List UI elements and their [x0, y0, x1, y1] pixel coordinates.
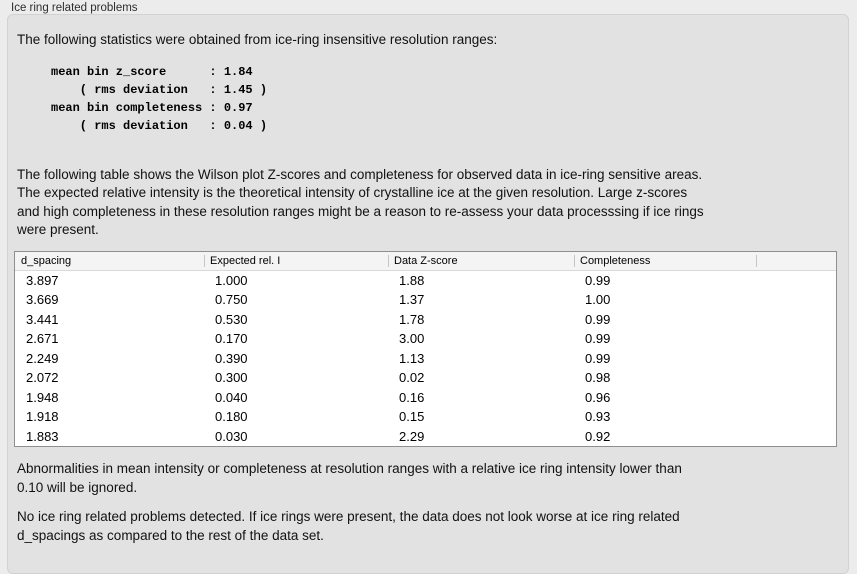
table-cell: 0.16 [399, 389, 425, 405]
table-cell: 0.93 [585, 409, 611, 425]
table-cell: 1.13 [399, 350, 425, 366]
table-intro-paragraph: The following table shows the Wilson plo… [17, 166, 704, 238]
note-paragraph: Abnormalities in mean intensity or compl… [17, 461, 682, 495]
ice-ring-panel: The following statistics were obtained f… [7, 14, 849, 574]
intro-paragraph: The following statistics were obtained f… [17, 32, 498, 47]
table-cell: 0.99 [585, 311, 611, 327]
table-cell [756, 407, 836, 427]
stats-block: mean bin z_score : 1.84 ( rms deviation … [51, 64, 268, 133]
table-cell: 1.37 [399, 292, 425, 308]
table-header-row: d_spacing Expected rel. I Data Z-score Comp… [15, 251, 836, 271]
table-cell [756, 310, 836, 330]
table-cell: 2.249 [26, 350, 59, 366]
table-cell: 1.918 [26, 409, 59, 425]
table-cell: 1.00 [585, 292, 611, 308]
table-cell: 1.78 [399, 311, 425, 327]
table-cell: 0.750 [215, 292, 248, 308]
column-header-filler [756, 251, 836, 271]
table-cell [756, 329, 836, 349]
table-header: d_spacing Expected rel. I Data Z-score Comp… [15, 251, 836, 271]
table-row[interactable]: 3.669 0.750 1.37 1.00 [15, 290, 836, 310]
table-cell [756, 290, 836, 310]
table-body: 3.897 1.000 1.88 0.99 3.669 0.750 1.37 1.00 3.44… [15, 271, 836, 447]
column-header[interactable]: Data Z-score [388, 251, 574, 271]
table-cell: 0.92 [585, 428, 611, 444]
table-row[interactable]: 1.948 0.040 0.16 0.96 [15, 388, 836, 408]
table-cell [756, 368, 836, 388]
table-cell [756, 388, 836, 408]
group-box-title: Ice ring related problems [11, 2, 138, 14]
table-row[interactable]: 3.897 1.000 1.88 0.99 [15, 271, 836, 291]
table-cell: 0.15 [399, 409, 425, 425]
column-header[interactable]: Completeness [574, 251, 756, 271]
table-cell: 2.671 [26, 331, 59, 347]
table-cell [756, 271, 836, 291]
table-cell: 0.170 [215, 331, 248, 347]
ice-ring-table: d_spacing Expected rel. I Data Z-score Comp… [14, 250, 837, 447]
table-cell: 2.072 [26, 370, 59, 386]
table-cell: 0.98 [585, 370, 611, 386]
table-cell: 0.530 [215, 311, 248, 327]
table-cell [756, 349, 836, 369]
table-row[interactable]: 2.072 0.300 0.02 0.98 [15, 368, 836, 388]
column-header[interactable]: d_spacing [15, 251, 204, 271]
table-cell: 0.300 [215, 370, 248, 386]
table-cell: 0.99 [585, 272, 611, 288]
table-cell: 0.390 [215, 350, 248, 366]
table-row[interactable]: 2.249 0.390 1.13 0.99 [15, 349, 836, 369]
table-cell: 2.29 [399, 428, 425, 444]
table-cell: 0.99 [585, 331, 611, 347]
table-row[interactable]: 1.918 0.180 0.15 0.93 [15, 407, 836, 427]
table-cell: 0.040 [215, 389, 248, 405]
table-cell: 0.180 [215, 409, 248, 425]
table-cell: 3.00 [399, 331, 425, 347]
table-cell: 3.441 [26, 311, 59, 327]
table-cell: 1.883 [26, 428, 59, 444]
table-cell: 0.030 [215, 428, 248, 444]
conclusion-paragraph: No ice ring related problems detected. I… [17, 509, 680, 543]
table-row[interactable]: 2.671 0.170 3.00 0.99 [15, 329, 836, 349]
table-cell: 0.99 [585, 350, 611, 366]
table-cell: 3.669 [26, 292, 59, 308]
table-cell: 0.02 [399, 370, 425, 386]
table-cell: 3.897 [26, 272, 59, 288]
table-cell [756, 427, 836, 447]
table-cell: 1.88 [399, 272, 425, 288]
table-cell: 1.948 [26, 389, 59, 405]
table-cell: 1.000 [215, 272, 248, 288]
table-row[interactable]: 1.883 0.030 2.29 0.92 [15, 427, 836, 447]
table-row[interactable]: 3.441 0.530 1.78 0.99 [15, 310, 836, 330]
table-cell: 0.96 [585, 389, 611, 405]
column-header[interactable]: Expected rel. I [204, 251, 388, 271]
